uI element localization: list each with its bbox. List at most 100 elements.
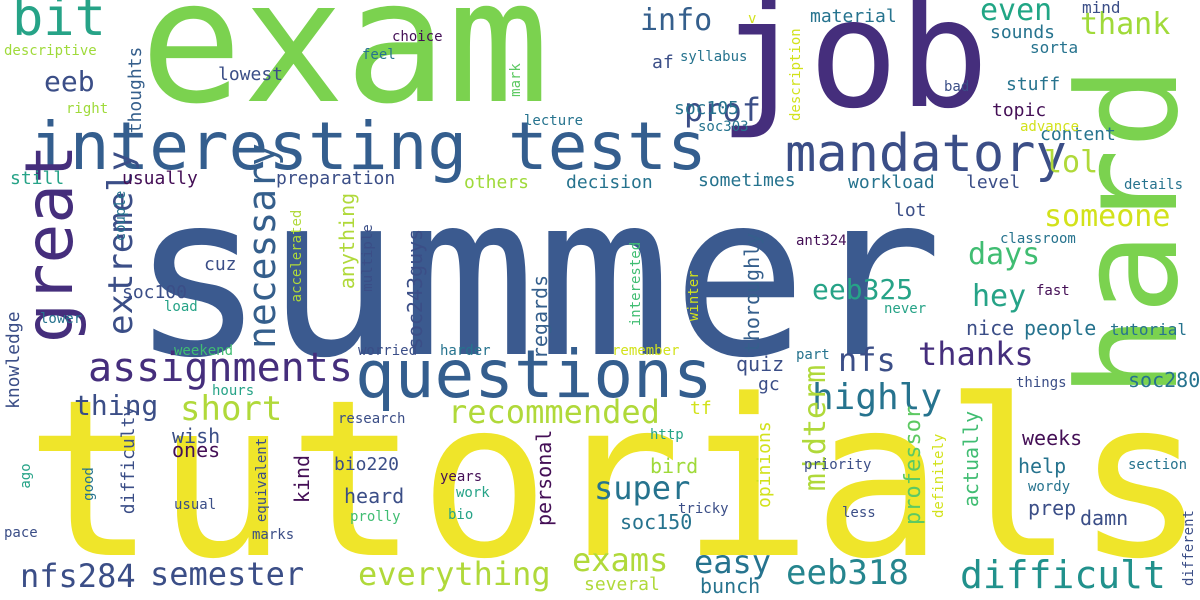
word: mind bbox=[1082, 0, 1121, 17]
word: marks bbox=[252, 527, 295, 543]
word: lol bbox=[1044, 145, 1099, 180]
word: usual bbox=[174, 497, 217, 513]
word: less bbox=[842, 505, 876, 521]
word: lot bbox=[894, 200, 927, 221]
word: different bbox=[1181, 510, 1197, 586]
word: heard bbox=[344, 484, 405, 508]
word: wordy bbox=[1028, 479, 1071, 495]
word: definitely bbox=[931, 433, 947, 518]
word: people bbox=[1024, 316, 1097, 340]
word: ago bbox=[18, 463, 34, 489]
word: necessary bbox=[240, 143, 284, 349]
word: descriptive bbox=[4, 43, 97, 59]
word: preparation bbox=[276, 168, 396, 189]
word: decision bbox=[566, 172, 653, 193]
word: hey bbox=[972, 279, 1027, 314]
word: help bbox=[1018, 454, 1067, 478]
word: weeks bbox=[1022, 426, 1083, 450]
word: bird bbox=[650, 454, 699, 478]
word: v bbox=[748, 11, 757, 27]
word: eeb318 bbox=[786, 553, 909, 593]
word: questions bbox=[355, 336, 713, 413]
word: short bbox=[180, 389, 283, 429]
word: workload bbox=[848, 172, 935, 193]
word: fast bbox=[1036, 283, 1070, 299]
word: personal bbox=[532, 429, 556, 526]
word: thank bbox=[1080, 7, 1171, 42]
word: things bbox=[1016, 375, 1067, 391]
word: topic bbox=[992, 100, 1047, 121]
word: mark bbox=[508, 63, 524, 97]
word: still bbox=[10, 168, 65, 189]
word: days bbox=[968, 237, 1041, 272]
word: gc bbox=[758, 374, 780, 395]
word: knowledge bbox=[3, 311, 24, 409]
word: several bbox=[584, 574, 660, 595]
word: bunch bbox=[700, 574, 761, 598]
word: lower bbox=[40, 311, 83, 327]
word: opinions bbox=[754, 421, 775, 508]
word: level bbox=[966, 172, 1021, 193]
word: highly bbox=[812, 377, 943, 418]
word: lowest bbox=[218, 64, 284, 85]
word: classroom bbox=[1000, 231, 1076, 247]
word: usually bbox=[122, 168, 198, 189]
word: nice bbox=[966, 316, 1015, 340]
word: eeb325 bbox=[812, 273, 914, 306]
word: someone bbox=[1044, 199, 1171, 234]
word: bio220 bbox=[334, 454, 400, 475]
word: super bbox=[594, 469, 691, 507]
word: sorta bbox=[1030, 38, 1079, 57]
word: tricky bbox=[678, 501, 729, 517]
word: exams bbox=[572, 541, 669, 579]
word: stuff bbox=[1006, 74, 1061, 95]
word: winter bbox=[686, 270, 702, 321]
word: wish bbox=[172, 424, 221, 448]
word: worried bbox=[358, 343, 418, 359]
word: thing bbox=[74, 389, 159, 422]
word: equivalent bbox=[254, 437, 270, 523]
word: difficult bbox=[960, 553, 1166, 597]
word: tests bbox=[508, 108, 707, 185]
word: priority bbox=[804, 457, 872, 473]
word: others bbox=[464, 172, 530, 193]
word: soc280 bbox=[1128, 368, 1200, 392]
word: soc243guys bbox=[403, 228, 427, 350]
word: exam bbox=[140, 0, 550, 142]
word: mandatory bbox=[785, 124, 1067, 184]
word: interesting bbox=[30, 108, 468, 185]
word: nfs bbox=[838, 341, 896, 379]
word: interested bbox=[628, 241, 644, 327]
word: anything bbox=[335, 192, 359, 290]
word: part bbox=[796, 347, 830, 363]
word: thanks bbox=[918, 335, 1034, 373]
word: regards bbox=[528, 274, 552, 360]
word: details bbox=[1124, 177, 1184, 193]
word: info bbox=[640, 3, 713, 38]
word: bit bbox=[12, 0, 106, 48]
word: job bbox=[718, 0, 989, 142]
word: professor bbox=[901, 405, 926, 525]
word: assignments bbox=[88, 345, 353, 391]
word: section bbox=[1128, 457, 1188, 473]
word: remember bbox=[612, 343, 680, 359]
word: research bbox=[338, 411, 406, 427]
word: weekend bbox=[174, 343, 234, 359]
word: recommended bbox=[448, 393, 660, 431]
word: summer bbox=[130, 146, 943, 408]
word: prep bbox=[1028, 496, 1077, 520]
word: everything bbox=[358, 555, 551, 593]
word: midterm bbox=[798, 364, 833, 492]
word: thoroughly bbox=[740, 232, 764, 354]
word: pace bbox=[4, 525, 38, 541]
word: load bbox=[164, 299, 198, 315]
word: description bbox=[788, 28, 804, 121]
word: sometimes bbox=[698, 170, 796, 191]
word: advance bbox=[1020, 119, 1080, 135]
word: thoughts bbox=[125, 46, 146, 134]
word: ant324 bbox=[796, 233, 847, 249]
word: material bbox=[810, 6, 897, 27]
word: cuz bbox=[204, 254, 237, 275]
word: choice bbox=[392, 29, 443, 45]
word: right bbox=[66, 101, 109, 117]
